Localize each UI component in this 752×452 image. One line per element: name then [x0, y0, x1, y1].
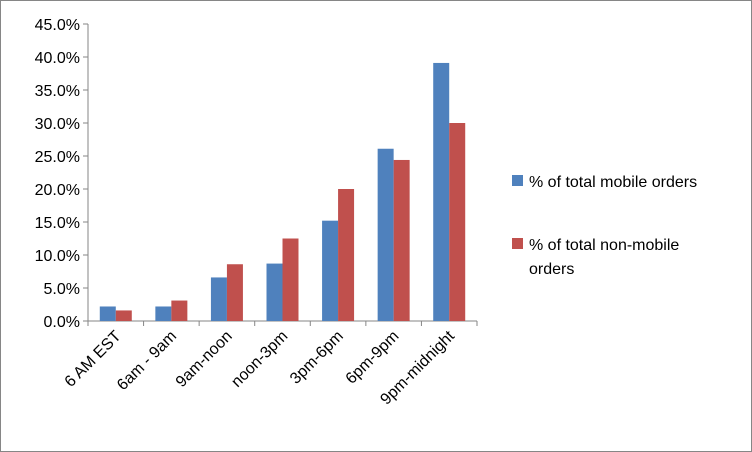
bar-mobile-4 — [322, 220, 339, 321]
bar-non-mobile-6 — [449, 123, 466, 321]
legend-swatch-non-mobile — [512, 238, 523, 249]
bar-mobile-0 — [99, 306, 116, 321]
y-tick-label: 40.0% — [35, 50, 80, 67]
y-tick-label: 10.0% — [35, 248, 80, 265]
y-tick-label: 15.0% — [35, 215, 80, 232]
x-tick-label: 3pm-6pm — [287, 328, 347, 388]
bar-non-mobile-5 — [393, 159, 410, 321]
bar-non-mobile-4 — [338, 189, 355, 321]
bar-mobile-2 — [210, 277, 227, 321]
x-tick-label: noon-3pm — [228, 328, 291, 391]
axes — [83, 23, 478, 326]
bar-mobile-3 — [266, 263, 283, 321]
x-tick-label: 9am-noon — [173, 328, 236, 391]
y-tick-label: 0.0% — [44, 314, 80, 331]
y-axis-tick-labels: 0.0% 5.0% 10.0% 15.0% 20.0% 25.0% 30.0% 35.0% 40… — [35, 17, 80, 331]
bar-non-mobile-0 — [115, 310, 132, 321]
bar-mobile-5 — [377, 148, 394, 321]
y-tick-label: 5.0% — [44, 281, 80, 298]
legend-swatch-mobile — [512, 175, 523, 186]
bar-non-mobile-2 — [226, 264, 243, 321]
bar-non-mobile-1 — [171, 300, 188, 321]
y-tick-label: 20.0% — [35, 182, 80, 199]
bar-mobile-6 — [433, 62, 450, 321]
legend-label-mobile: % of total mobile orders — [529, 174, 697, 191]
legend: % of total mobile orders % of total non-m… — [512, 174, 697, 278]
y-tick-label: 25.0% — [35, 149, 80, 166]
y-tick-label: 30.0% — [35, 116, 80, 133]
x-tick-label: 6pm-9pm — [343, 328, 403, 388]
legend-label-non-mobile: orders — [529, 261, 574, 278]
y-tick-label: 35.0% — [35, 83, 80, 100]
bar-mobile-1 — [155, 306, 172, 321]
x-tick-label: 6am - 9am — [114, 328, 180, 394]
legend-label-non-mobile: % of total non-mobile — [529, 237, 679, 254]
y-tick-label: 45.0% — [35, 17, 80, 34]
bars — [99, 62, 466, 321]
bar-non-mobile-3 — [282, 238, 299, 321]
